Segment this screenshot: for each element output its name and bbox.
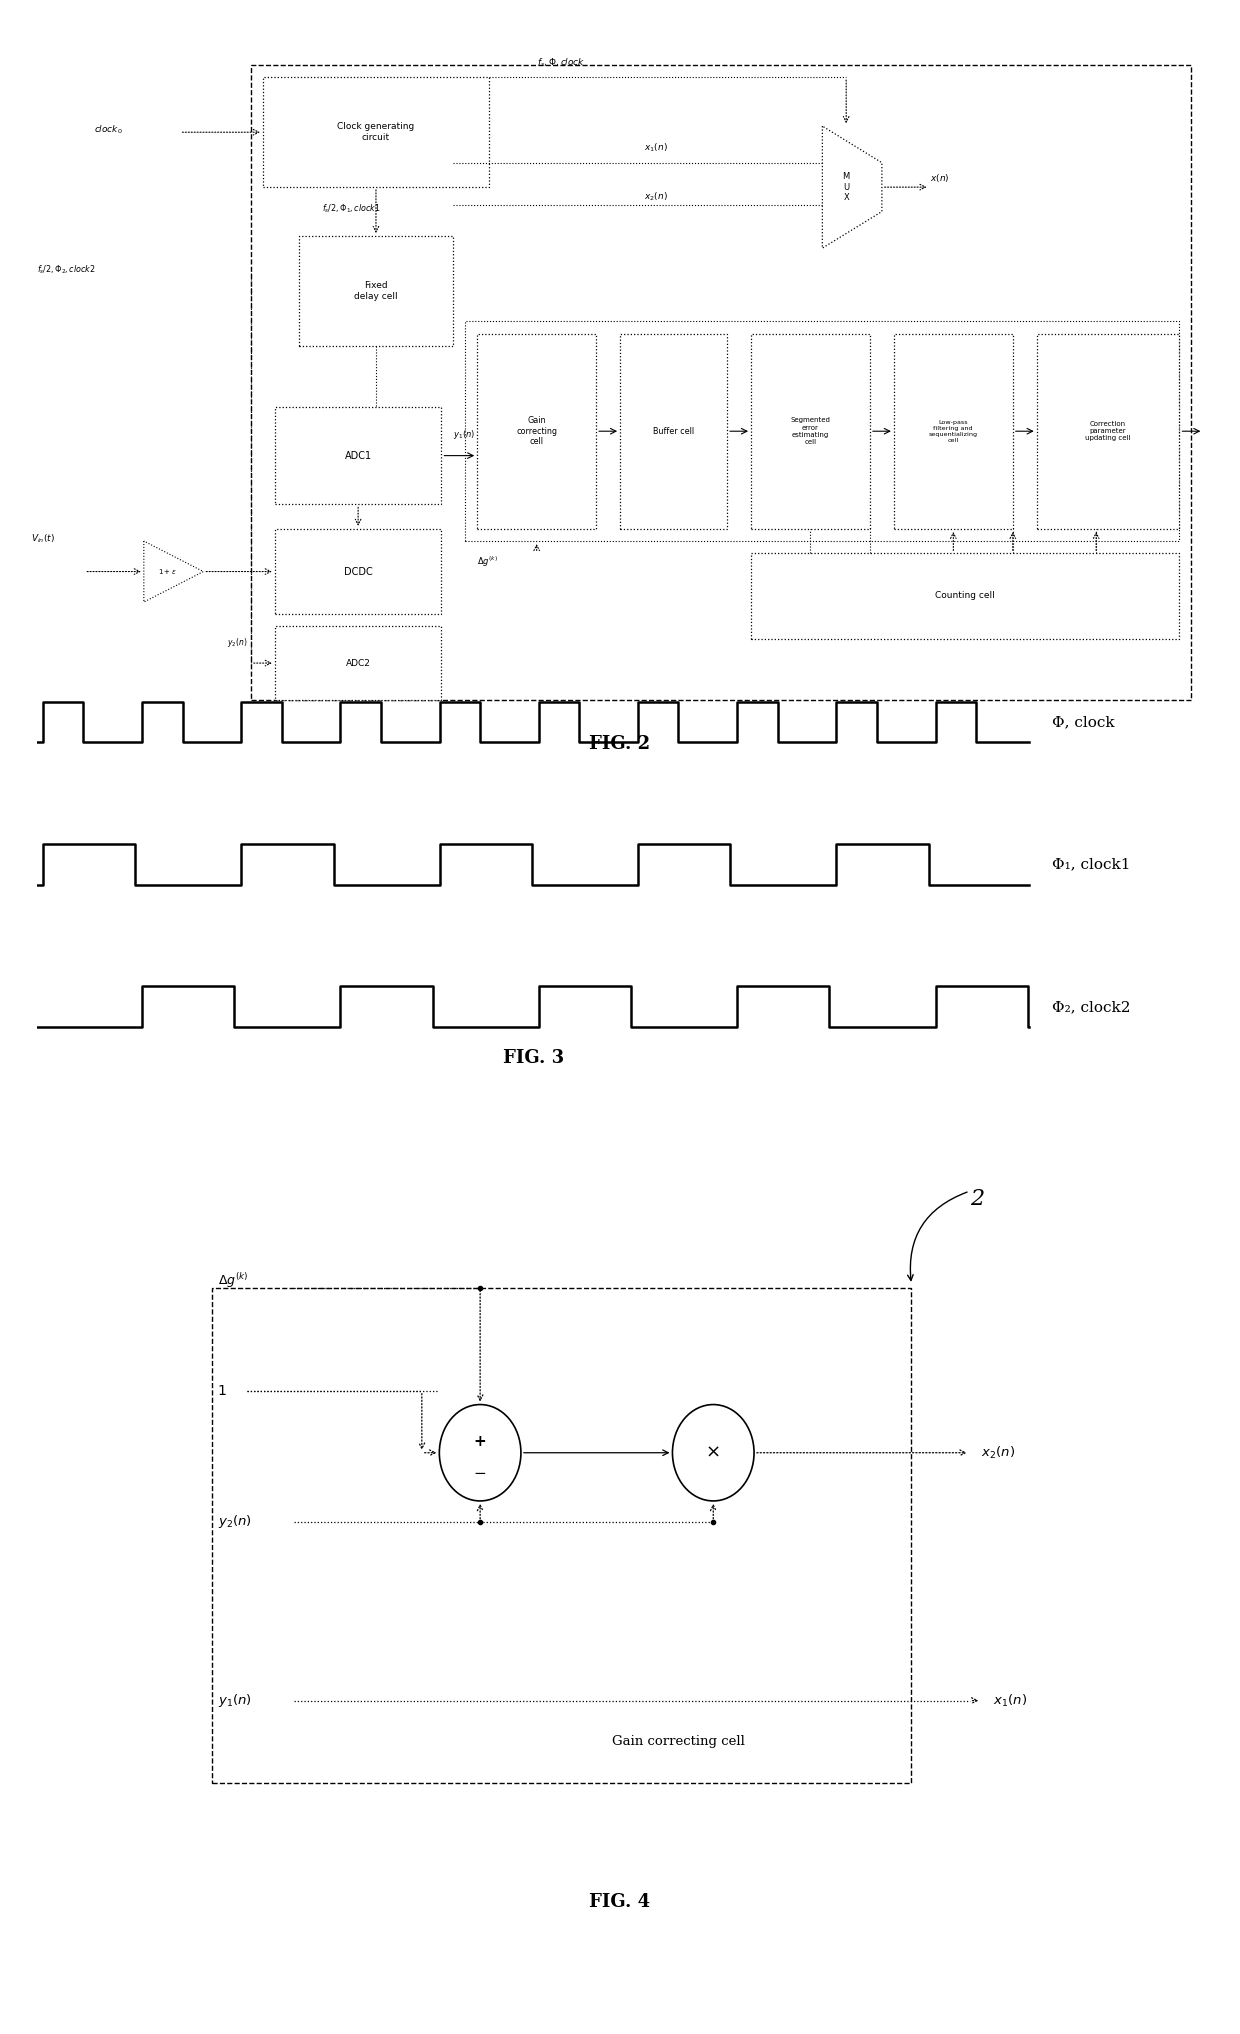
- Text: 1: 1: [218, 1383, 227, 1397]
- Text: +: +: [474, 1434, 486, 1450]
- Text: $y_1(n)$: $y_1(n)$: [218, 1692, 252, 1709]
- Text: $f_s/2, \Phi_1, clock1$: $f_s/2, \Phi_1, clock1$: [322, 203, 381, 216]
- Text: Φ, clock: Φ, clock: [1052, 716, 1115, 728]
- Text: Low-pass
filtering and
sequentializing
cell: Low-pass filtering and sequentializing c…: [929, 419, 978, 443]
- Text: Counting cell: Counting cell: [935, 592, 994, 600]
- FancyBboxPatch shape: [620, 334, 727, 529]
- Text: Correction
parameter
updating cell: Correction parameter updating cell: [1085, 421, 1131, 441]
- Text: ADC2: ADC2: [346, 659, 371, 667]
- FancyBboxPatch shape: [275, 407, 441, 504]
- Text: M
U
X: M U X: [842, 173, 849, 201]
- Text: $f_s/2, \Phi_2, clock2$: $f_s/2, \Phi_2, clock2$: [37, 264, 95, 277]
- Text: $x_1(n)$: $x_1(n)$: [993, 1692, 1027, 1709]
- Text: $\Delta g^{(k)}$: $\Delta g^{(k)}$: [477, 555, 498, 570]
- Text: FIG. 3: FIG. 3: [502, 1050, 564, 1066]
- Text: $V_{in}(t)$: $V_{in}(t)$: [31, 533, 55, 545]
- Text: Φ₂, clock2: Φ₂, clock2: [1052, 1001, 1131, 1013]
- Text: $y_2(n)$: $y_2(n)$: [218, 1513, 252, 1530]
- Text: Clock generating
circuit: Clock generating circuit: [337, 122, 414, 142]
- FancyBboxPatch shape: [751, 334, 870, 529]
- Text: $clock_0$: $clock_0$: [94, 124, 123, 136]
- FancyBboxPatch shape: [299, 236, 454, 346]
- Text: Φ₁, clock1: Φ₁, clock1: [1052, 858, 1131, 871]
- Text: $1+\varepsilon$: $1+\varepsilon$: [159, 567, 177, 576]
- FancyBboxPatch shape: [477, 334, 596, 529]
- Text: DCDC: DCDC: [343, 567, 372, 576]
- Text: $\Delta g^{(k)}$: $\Delta g^{(k)}$: [218, 1271, 248, 1290]
- Text: Buffer cell: Buffer cell: [653, 427, 694, 435]
- Text: $y_2(n)$: $y_2(n)$: [227, 637, 248, 649]
- Text: $f_s, \Phi, clock$: $f_s, \Phi, clock$: [537, 57, 585, 69]
- Text: $x_1(n)$: $x_1(n)$: [644, 142, 667, 155]
- FancyBboxPatch shape: [275, 529, 441, 614]
- Text: $x_2(n)$: $x_2(n)$: [981, 1444, 1016, 1460]
- Text: −: −: [474, 1467, 486, 1481]
- Text: Fixed
delay cell: Fixed delay cell: [355, 281, 398, 301]
- Text: Gain
correcting
cell: Gain correcting cell: [516, 417, 557, 445]
- FancyBboxPatch shape: [275, 626, 441, 700]
- Text: $x(n)$: $x(n)$: [930, 173, 949, 183]
- Text: $y_1(n)$: $y_1(n)$: [454, 429, 476, 441]
- Text: $x_2(n)$: $x_2(n)$: [644, 191, 667, 203]
- Text: 2: 2: [970, 1188, 983, 1210]
- Text: ×: ×: [706, 1444, 720, 1462]
- Text: Gain correcting cell: Gain correcting cell: [611, 1735, 745, 1749]
- FancyBboxPatch shape: [751, 553, 1179, 639]
- Text: FIG. 4: FIG. 4: [589, 1894, 651, 1912]
- Text: Segmented
error
estimating
cell: Segmented error estimating cell: [791, 417, 831, 445]
- FancyBboxPatch shape: [263, 77, 489, 187]
- FancyBboxPatch shape: [1037, 334, 1179, 529]
- Text: FIG. 2: FIG. 2: [589, 734, 651, 753]
- Text: ADC1: ADC1: [345, 452, 372, 460]
- FancyBboxPatch shape: [894, 334, 1013, 529]
